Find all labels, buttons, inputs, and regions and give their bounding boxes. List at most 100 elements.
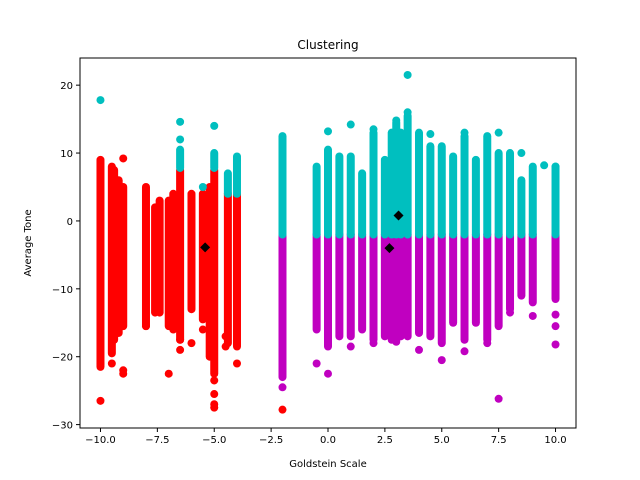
series-3 (200, 210, 404, 254)
point-column (380, 155, 389, 239)
data-point (210, 121, 219, 130)
point-column (223, 189, 232, 348)
data-point (494, 128, 503, 137)
point-column (312, 162, 321, 239)
y-tick-label: −20 (52, 353, 73, 364)
point-column (415, 230, 424, 337)
point-column (210, 166, 219, 378)
data-point (369, 339, 378, 348)
data-point (483, 339, 492, 348)
chart-title: Clustering (297, 38, 358, 52)
data-point (232, 155, 241, 164)
point-column (483, 230, 492, 344)
data-point (176, 135, 185, 144)
x-tick-label: −5.0 (202, 435, 226, 446)
point-column (551, 230, 560, 304)
centroid-marker (200, 242, 211, 253)
point-column (312, 230, 321, 334)
data-point (107, 359, 116, 368)
point-column (426, 142, 435, 239)
data-point (210, 403, 219, 412)
x-tick-label: −10.0 (85, 435, 116, 446)
y-axis-ticks: −30 −20 −10 0 10 20 (52, 81, 80, 432)
point-column (506, 149, 515, 239)
data-point (96, 359, 105, 368)
x-tick-label: 0.0 (320, 435, 336, 446)
data-point (324, 369, 332, 378)
point-column (483, 132, 492, 239)
data-point (198, 325, 207, 334)
point-column (396, 128, 405, 239)
data-point (164, 369, 173, 378)
data-point (346, 120, 355, 129)
point-column (494, 149, 503, 239)
data-point (551, 162, 560, 171)
data-marks (96, 70, 560, 414)
data-point (540, 161, 549, 170)
x-axis-ticks: −10.0 −7.5 −5.0 −2.5 0.0 2.5 5.0 7.5 10.0 (85, 428, 567, 446)
point-column (415, 128, 424, 239)
x-tick-label: 7.5 (491, 435, 507, 446)
data-point (437, 356, 446, 365)
point-column (232, 152, 241, 198)
data-point (494, 394, 503, 403)
data-point (96, 96, 105, 105)
data-point (392, 116, 401, 125)
x-tick-label: −7.5 (145, 435, 169, 446)
point-column (517, 230, 526, 300)
data-point (232, 359, 241, 368)
y-tick-label: −30 (52, 421, 73, 432)
data-point (119, 154, 128, 163)
point-column (471, 230, 480, 327)
point-column (96, 155, 105, 371)
point-column (335, 230, 344, 341)
data-point (551, 310, 560, 319)
data-point (141, 322, 150, 331)
point-column (449, 152, 458, 239)
data-point (369, 125, 378, 134)
series-2 (96, 70, 560, 239)
point-column (176, 145, 185, 172)
point-column (460, 132, 469, 239)
data-point (403, 108, 412, 117)
data-point (312, 359, 321, 368)
point-column (187, 189, 196, 314)
data-point (176, 117, 185, 126)
point-column (335, 152, 344, 239)
point-column (346, 230, 355, 341)
point-column (369, 230, 378, 344)
data-point (187, 339, 196, 348)
point-column (506, 230, 515, 314)
y-axis-label: Average Tone (23, 209, 34, 276)
data-point (551, 340, 560, 349)
data-point (221, 332, 230, 341)
data-point (278, 383, 287, 392)
point-column (517, 176, 526, 239)
data-point (210, 390, 219, 399)
point-column (324, 145, 332, 239)
point-column (396, 230, 405, 341)
x-tick-label: −2.5 (259, 435, 283, 446)
data-point (551, 322, 560, 331)
point-column (324, 230, 332, 351)
x-axis-label: Goldstein Scale (289, 459, 366, 470)
y-tick-label: 0 (67, 217, 73, 228)
data-point (210, 376, 219, 385)
data-point (346, 342, 355, 351)
data-point (176, 345, 185, 354)
data-point (528, 311, 537, 320)
data-point (278, 405, 287, 414)
data-point (506, 308, 515, 317)
point-column (369, 128, 378, 239)
point-column (198, 189, 207, 324)
data-point (403, 70, 412, 79)
point-column (403, 230, 412, 341)
x-tick-label: 10.0 (544, 435, 566, 446)
point-column (232, 189, 241, 351)
point-column (358, 169, 367, 239)
point-column (528, 162, 537, 239)
data-point (517, 149, 526, 158)
point-column (449, 230, 458, 327)
point-column (403, 111, 412, 239)
data-point (324, 127, 332, 136)
